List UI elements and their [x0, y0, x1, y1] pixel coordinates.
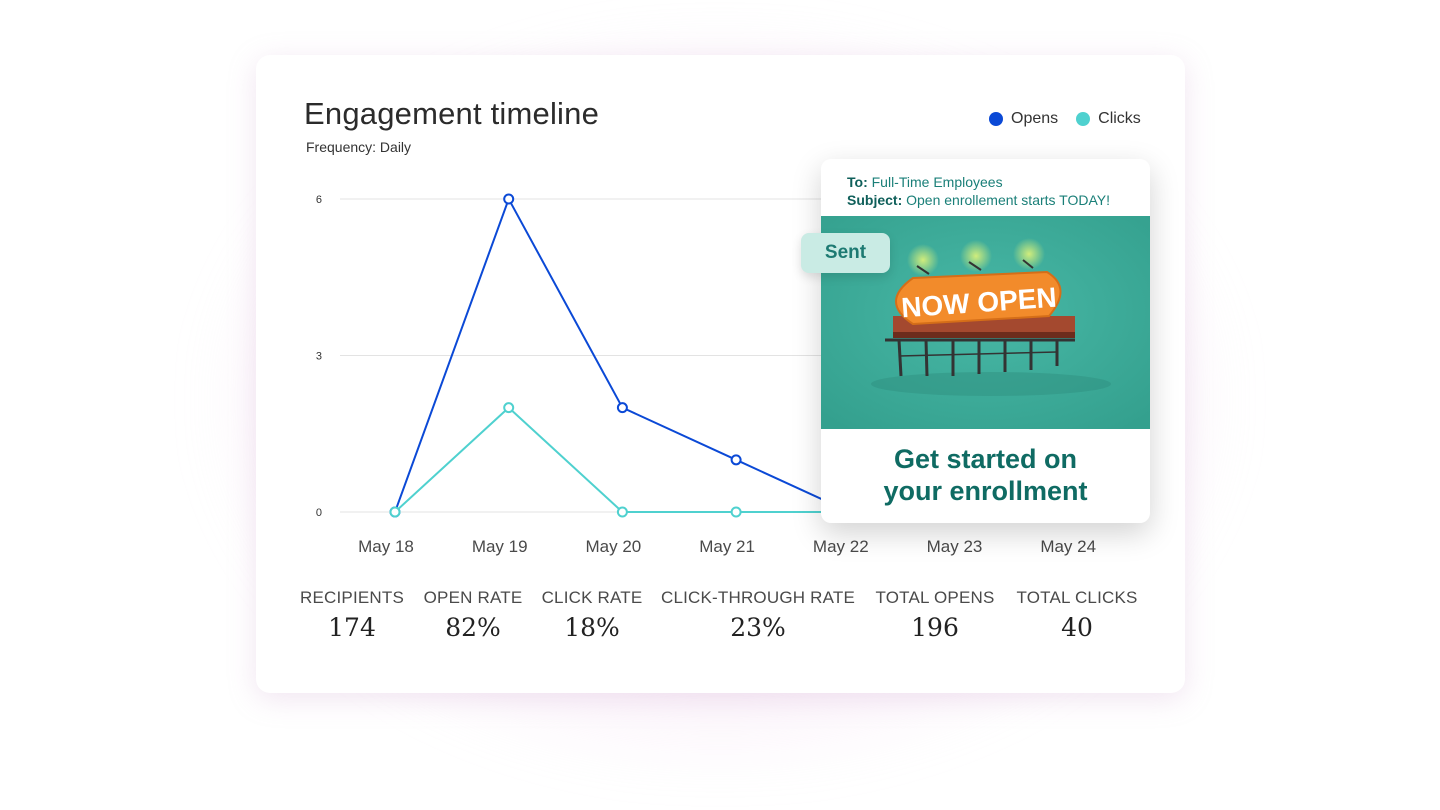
- legend-label-clicks: Clicks: [1098, 110, 1141, 127]
- y-tick-label: 3: [316, 351, 322, 363]
- stats-row: RECIPIENTS 174 OPEN RATE 82% CLICK RATE …: [0, 588, 1440, 658]
- x-tick-label: May 22: [813, 537, 869, 556]
- x-tick-label: May 23: [927, 537, 983, 556]
- chart-legend: Opens Clicks: [989, 110, 1159, 128]
- stat-value: 18%: [564, 613, 620, 642]
- chart-title: Engagement timeline: [304, 96, 600, 131]
- stat-value: 174: [328, 613, 376, 642]
- data-point-clicks: [730, 506, 742, 518]
- sent-badge: Sent: [801, 233, 890, 273]
- legend-item-clicks[interactable]: Clicks: [1076, 110, 1141, 128]
- stat-label: CLICK-THROUGH RATE: [660, 588, 856, 607]
- stat-open-rate: OPEN RATE 82%: [424, 588, 523, 642]
- email-subject-line: Subject: Open enrollement starts TODAY!: [847, 191, 1150, 209]
- stat-label: TOTAL OPENS: [875, 588, 995, 607]
- chart-subtitle: Frequency: Daily: [306, 139, 412, 155]
- legend-label-opens: Opens: [1011, 110, 1059, 127]
- stat-recipients: RECIPIENTS 174: [300, 588, 404, 642]
- x-tick-label: May 21: [699, 537, 755, 556]
- email-subject-value: Open enrollement starts TODAY!: [906, 192, 1110, 208]
- x-tick-label: May 24: [1040, 537, 1096, 556]
- email-subject-label: Subject:: [847, 192, 903, 208]
- stat-label: CLICK RATE: [541, 588, 643, 607]
- email-header: To: Full-Time Employees Subject: Open en…: [821, 159, 1150, 209]
- email-cta-heading: Get started on your enrollment: [821, 443, 1150, 507]
- data-point-clicks: [389, 506, 401, 518]
- y-tick-label: 6: [316, 194, 322, 206]
- stat-value: 196: [911, 613, 959, 642]
- legend-dot-clicks: [1076, 112, 1091, 126]
- data-point-opens: [503, 193, 515, 205]
- email-to-label: To:: [847, 174, 868, 190]
- stat-label: OPEN RATE: [423, 588, 523, 607]
- stat-label: RECIPIENTS: [299, 588, 405, 607]
- legend-dot-opens: [989, 112, 1003, 126]
- stat-value: 40: [1061, 613, 1093, 642]
- email-to-value: Full-Time Employees: [871, 174, 1003, 190]
- stat-total-clicks: TOTAL CLICKS 40: [1016, 588, 1137, 642]
- data-point-clicks: [616, 506, 628, 518]
- stat-click-rate: CLICK RATE 18%: [542, 588, 643, 642]
- x-tick-label: May 18: [358, 537, 414, 556]
- data-point-opens: [616, 402, 628, 414]
- email-preview-card[interactable]: To: Full-Time Employees Subject: Open en…: [821, 159, 1150, 523]
- x-tick-label: May 19: [472, 537, 528, 556]
- email-cta-line: Get started on: [893, 444, 1078, 474]
- email-cta-line: your enrollment: [883, 476, 1088, 506]
- y-tick-label: 0: [316, 507, 322, 519]
- stat-value: 82%: [445, 613, 501, 642]
- x-tick-label: May 20: [586, 537, 642, 556]
- data-point-clicks: [503, 402, 515, 414]
- stat-value: 23%: [730, 613, 786, 642]
- stat-label: TOTAL CLICKS: [1016, 588, 1138, 607]
- data-point-opens: [730, 454, 742, 466]
- legend-item-opens[interactable]: Opens: [989, 110, 1058, 128]
- stat-total-opens: TOTAL OPENS 196: [875, 588, 994, 642]
- email-to-line: To: Full-Time Employees: [847, 173, 1150, 191]
- stat-click-through-rate: CLICK-THROUGH RATE 23%: [661, 588, 855, 642]
